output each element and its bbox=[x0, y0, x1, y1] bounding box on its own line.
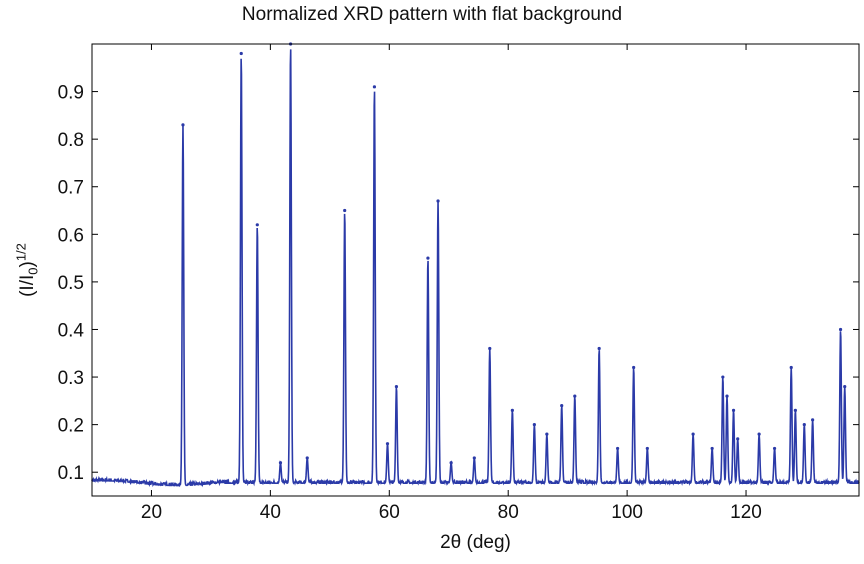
peak-point bbox=[793, 408, 797, 412]
y-tick-label: 0.1 bbox=[58, 463, 84, 484]
peak-point bbox=[472, 456, 476, 460]
x-axis-label: 2θ (deg) bbox=[440, 532, 511, 553]
peak-point bbox=[573, 394, 577, 398]
peak-point bbox=[255, 223, 259, 227]
peak-point bbox=[436, 199, 440, 203]
peak-point bbox=[721, 375, 725, 379]
y-tick-label: 0.3 bbox=[58, 368, 84, 389]
peak-point bbox=[838, 327, 843, 332]
peak-point bbox=[532, 423, 536, 427]
pattern-line bbox=[91, 49, 860, 488]
y-tick-label: 0.8 bbox=[58, 130, 84, 151]
peak-point bbox=[560, 404, 564, 408]
peak-point bbox=[811, 418, 815, 422]
y-tick-label: 0.5 bbox=[58, 273, 84, 294]
peak-point bbox=[278, 461, 283, 465]
y-axis-label: (I/I0)1/2 bbox=[13, 243, 41, 297]
peak-point bbox=[372, 85, 377, 89]
x-tick-label: 100 bbox=[611, 502, 643, 523]
peak-point bbox=[616, 446, 620, 451]
peak-point bbox=[710, 446, 714, 451]
peak-point bbox=[426, 256, 430, 260]
y-tick-label: 0.4 bbox=[58, 320, 85, 341]
y-tick-label: 0.6 bbox=[58, 225, 84, 246]
x-tick-label: 40 bbox=[260, 502, 281, 523]
peak-point bbox=[449, 461, 453, 465]
peak-point bbox=[725, 394, 729, 398]
y-tick-label: 0.9 bbox=[58, 83, 84, 104]
peak-point bbox=[510, 408, 514, 412]
peak-point bbox=[789, 365, 793, 370]
peak-point bbox=[488, 346, 492, 351]
peak-point bbox=[843, 384, 847, 389]
peak-point bbox=[736, 437, 740, 441]
peak-point bbox=[757, 432, 761, 436]
y-tick-label: 0.2 bbox=[58, 416, 84, 437]
peak-point bbox=[305, 456, 309, 460]
peak-point bbox=[691, 432, 695, 436]
x-tick-label: 60 bbox=[379, 502, 400, 523]
peak-point bbox=[239, 51, 243, 56]
peak-point bbox=[645, 446, 649, 451]
peak-point bbox=[394, 384, 399, 389]
peak-point bbox=[545, 432, 549, 436]
x-tick-label: 20 bbox=[141, 502, 162, 523]
peak-point bbox=[772, 446, 777, 451]
peak-point bbox=[385, 442, 390, 446]
peak-point bbox=[597, 346, 601, 351]
peak-point bbox=[802, 423, 806, 427]
chart-title: Normalized XRD pattern with flat backgro… bbox=[241, 4, 623, 25]
plot-frame bbox=[91, 43, 860, 497]
x-tick-label: 80 bbox=[498, 502, 519, 523]
peak-point bbox=[343, 208, 347, 213]
peak-point bbox=[181, 123, 185, 127]
y-tick-label: 0.7 bbox=[58, 178, 84, 199]
peak-point bbox=[632, 365, 636, 370]
peak-point bbox=[731, 408, 736, 412]
x-tick-label: 120 bbox=[730, 502, 762, 523]
